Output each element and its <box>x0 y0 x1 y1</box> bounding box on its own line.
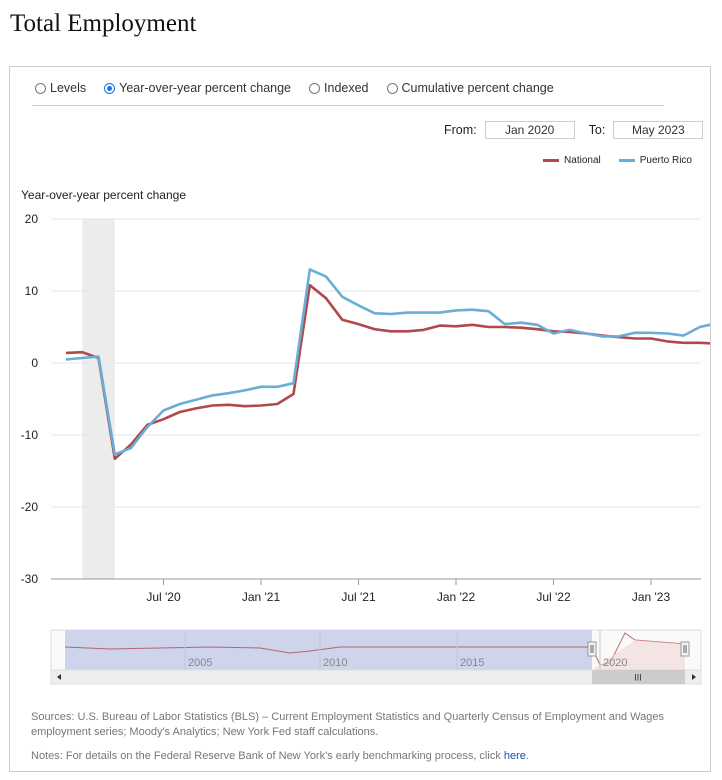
radio-selected-icon[interactable] <box>104 82 116 94</box>
chart-legend: National Puerto Rico <box>543 155 692 166</box>
x-tick-label: Jul '20 <box>146 590 181 604</box>
range-selector: From: Jan 2020 To: May 2023 <box>444 121 704 139</box>
y-tick-label: -10 <box>21 428 39 442</box>
view-option-label: Year-over-year percent change <box>119 81 292 95</box>
navigator-year-label: 2015 <box>460 657 484 669</box>
x-tick-label: Jul '21 <box>341 590 376 604</box>
x-tick-label: Jul '22 <box>536 590 571 604</box>
y-tick-label: 0 <box>31 356 38 370</box>
recession-band <box>82 219 115 579</box>
navigator-year-label: 2020 <box>603 657 627 669</box>
scrollbar-track[interactable] <box>50 669 702 685</box>
notes-text: Notes: For details on the Federal Reserv… <box>31 750 504 762</box>
legend-label: Puerto Rico <box>639 155 692 166</box>
navigator-year-label: 2005 <box>188 657 212 669</box>
navigator-handle[interactable] <box>680 641 690 657</box>
navigator-area <box>592 640 685 670</box>
notes-end: . <box>525 750 529 762</box>
view-option-yoy[interactable]: Year-over-year percent change <box>104 81 291 95</box>
notes: Notes: For details on the Federal Reserv… <box>31 750 701 762</box>
x-tick-label: Jan '22 <box>437 590 476 604</box>
page-title: Total Employment <box>10 10 197 37</box>
chart-panel: Levels Year-over-year percent change Ind… <box>9 66 711 772</box>
series-line-national <box>65 283 710 461</box>
options-divider <box>32 105 664 106</box>
navigator-handle-grip[interactable] <box>680 641 690 657</box>
legend-item-puerto-rico[interactable]: Puerto Rico <box>618 155 692 166</box>
from-label: From: <box>444 123 477 137</box>
series-line-puerto-rico <box>65 268 710 456</box>
x-tick-label: Jan '23 <box>632 590 671 604</box>
scrollbar-thumb-grip: III <box>634 673 642 683</box>
notes-link[interactable]: here <box>503 750 526 762</box>
navigator-history-mask <box>65 630 592 670</box>
radio-icon[interactable] <box>386 82 398 94</box>
view-option-cumulative[interactable]: Cumulative percent change <box>386 81 554 95</box>
scroll-right-icon[interactable] <box>692 674 696 680</box>
scrollbar-thumb[interactable] <box>592 670 685 684</box>
y-tick-label: 10 <box>25 284 39 298</box>
view-option-indexed[interactable]: Indexed <box>309 81 369 95</box>
navigator-handle-grip[interactable] <box>587 641 597 657</box>
radio-icon[interactable] <box>35 82 46 94</box>
to-date-input[interactable]: May 2023 <box>613 121 704 139</box>
view-options: Levels Year-over-year percent change Ind… <box>35 81 554 95</box>
radio-icon[interactable] <box>309 82 321 94</box>
navigator-line <box>64 632 686 666</box>
legend-swatch <box>618 159 635 162</box>
sources-note: Sources: U.S. Bureau of Labor Statistics… <box>31 711 664 738</box>
navigator-handle[interactable] <box>587 641 597 657</box>
navigator-year-label: 2010 <box>323 657 347 669</box>
legend-label: National <box>564 155 601 166</box>
view-option-levels[interactable]: Levels <box>35 81 86 95</box>
scroll-left-icon[interactable] <box>57 674 61 680</box>
view-option-label: Indexed <box>324 81 369 95</box>
y-tick-label: -20 <box>21 500 39 514</box>
y-tick-label: 20 <box>25 212 39 226</box>
view-option-label: Cumulative percent change <box>401 81 554 95</box>
legend-swatch <box>543 159 560 162</box>
from-date-input[interactable]: Jan 2020 <box>484 121 575 139</box>
y-tick-label: -30 <box>21 572 39 586</box>
y-axis-title: Year-over-year percent change <box>21 188 186 202</box>
legend-item-national[interactable]: National <box>543 155 601 166</box>
to-label: To: <box>588 123 606 137</box>
view-option-label: Levels <box>50 81 87 95</box>
x-tick-label: Jan '21 <box>242 590 281 604</box>
